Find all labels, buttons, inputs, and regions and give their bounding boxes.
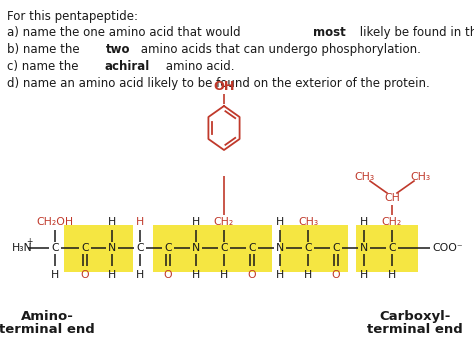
Text: H: H: [388, 270, 396, 280]
Bar: [280, 225, 348, 272]
Text: H: H: [276, 270, 284, 280]
Text: CH₃: CH₃: [410, 172, 430, 182]
Text: H₃N: H₃N: [12, 243, 32, 253]
Text: Carboxyl-: Carboxyl-: [379, 310, 451, 323]
Text: H: H: [192, 270, 200, 280]
Text: likely be found in the interior of a globular protein.: likely be found in the interior of a glo…: [356, 26, 474, 39]
Text: H: H: [136, 217, 144, 227]
Text: achiral: achiral: [104, 60, 149, 73]
Text: a) name the one amino acid that would: a) name the one amino acid that would: [7, 26, 245, 39]
Text: For this pentapeptide:: For this pentapeptide:: [7, 10, 138, 23]
Text: C: C: [220, 243, 228, 253]
Text: C: C: [388, 243, 396, 253]
Bar: [153, 225, 210, 272]
Text: C: C: [81, 243, 89, 253]
Text: b) name the: b) name the: [7, 43, 83, 56]
Text: N: N: [360, 243, 368, 253]
Text: CH₃: CH₃: [354, 172, 374, 182]
Text: terminal end: terminal end: [367, 323, 463, 336]
Text: C: C: [332, 243, 340, 253]
Text: terminal end: terminal end: [0, 323, 95, 336]
Text: +: +: [26, 237, 32, 246]
Text: O: O: [81, 270, 89, 280]
Text: H: H: [51, 270, 59, 280]
Text: H: H: [220, 270, 228, 280]
Text: H: H: [108, 270, 116, 280]
Text: amino acids that can undergo phosphorylation.: amino acids that can undergo phosphoryla…: [137, 43, 421, 56]
Text: O: O: [332, 270, 340, 280]
Text: most: most: [313, 26, 346, 39]
Text: CH₃: CH₃: [298, 217, 318, 227]
Text: H: H: [304, 270, 312, 280]
Text: CH₂: CH₂: [214, 217, 234, 227]
Text: CH: CH: [384, 193, 400, 203]
Text: amino acid.: amino acid.: [163, 60, 235, 73]
Text: C: C: [164, 243, 172, 253]
Text: H: H: [276, 217, 284, 227]
Text: N: N: [276, 243, 284, 253]
Text: Amino-: Amino-: [20, 310, 73, 323]
Text: c) name the: c) name the: [7, 60, 82, 73]
Text: H: H: [108, 217, 116, 227]
Bar: [356, 225, 418, 272]
Text: N: N: [108, 243, 116, 253]
Text: H: H: [360, 217, 368, 227]
Text: H: H: [360, 270, 368, 280]
Text: CH₂OH: CH₂OH: [36, 217, 73, 227]
Text: CH₂: CH₂: [382, 217, 402, 227]
Text: COO⁻: COO⁻: [432, 243, 463, 253]
Text: H: H: [192, 217, 200, 227]
Text: d) name an amino acid likely to be found on the exterior of the protein.: d) name an amino acid likely to be found…: [7, 77, 430, 90]
Text: C: C: [304, 243, 312, 253]
Text: O: O: [164, 270, 173, 280]
Text: C: C: [136, 243, 144, 253]
Text: OH: OH: [213, 80, 235, 94]
Text: C: C: [248, 243, 256, 253]
Text: two: two: [106, 43, 130, 56]
Text: N: N: [192, 243, 200, 253]
Bar: [64, 225, 133, 272]
Text: H: H: [136, 270, 144, 280]
Bar: [210, 225, 272, 272]
Text: O: O: [248, 270, 256, 280]
Text: C: C: [51, 243, 59, 253]
